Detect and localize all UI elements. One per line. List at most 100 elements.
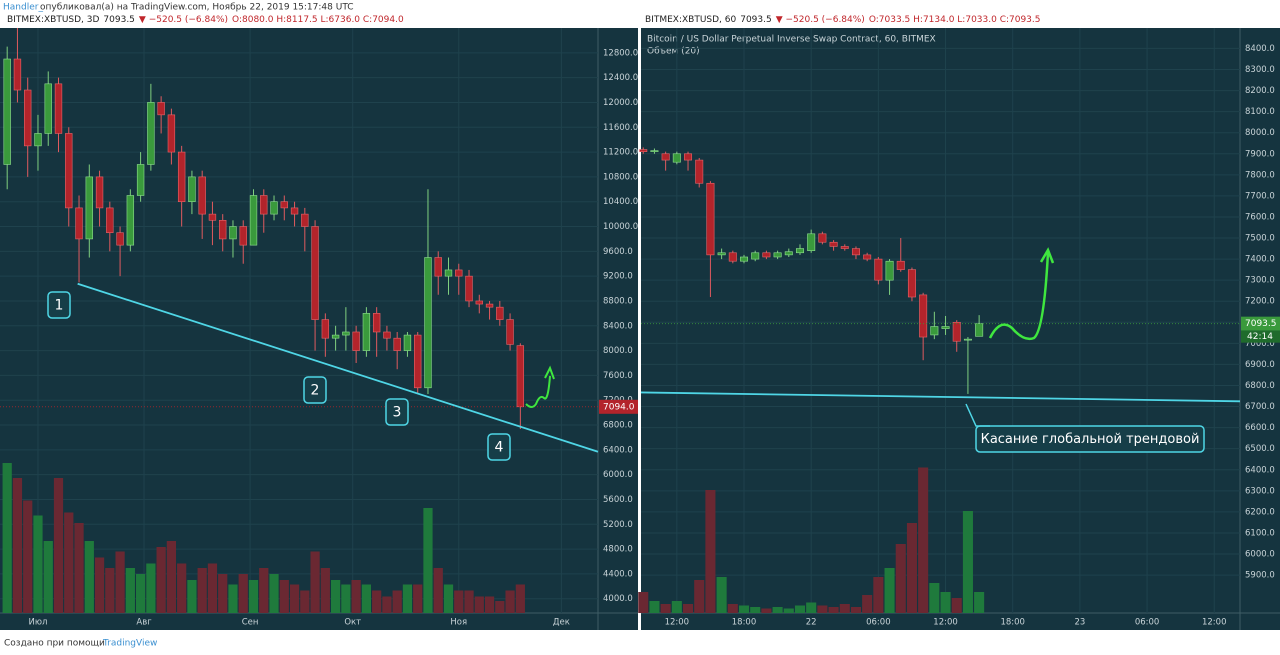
- candle-body: [963, 338, 972, 341]
- candle-body: [177, 151, 186, 203]
- candle-body: [342, 331, 350, 336]
- volume-bar: [105, 568, 115, 613]
- volume-bar: [484, 596, 495, 613]
- candle-body: [639, 149, 648, 152]
- candle-body: [874, 258, 883, 281]
- candle-body: [414, 334, 422, 389]
- volume-bar: [515, 584, 525, 613]
- y-tick-label: 7900.0: [1245, 149, 1275, 159]
- volume-bar: [382, 596, 392, 613]
- volume-bar: [259, 568, 269, 613]
- x-tick-label: Сен: [242, 618, 259, 628]
- candle-body: [383, 331, 391, 339]
- legend-change: ▼ −520.5 (−6.84%): [776, 15, 865, 25]
- candle-body: [807, 233, 816, 251]
- y-tick-label: 8800.0: [603, 296, 633, 306]
- candle-body: [840, 246, 849, 249]
- x-tick-label: 23: [1074, 618, 1085, 628]
- volume-bar: [84, 541, 94, 613]
- volume-bar: [64, 512, 74, 613]
- plot-bg: [0, 28, 638, 630]
- candle-body: [239, 226, 247, 246]
- candle-body: [885, 260, 894, 281]
- volume-bar: [351, 580, 361, 613]
- volume-bar: [464, 590, 474, 613]
- volume-bar: [238, 574, 248, 613]
- price-tag: [1241, 316, 1280, 331]
- x-tick-label: 22: [806, 618, 817, 628]
- y-tick-label: 4000.0: [603, 594, 633, 604]
- candle-body: [229, 226, 237, 240]
- candle-body: [54, 83, 63, 134]
- candle-body: [919, 294, 928, 338]
- volume-bar: [727, 604, 738, 613]
- y-tick-label: 5900.0: [1245, 571, 1275, 581]
- x-tick-label: Окт: [344, 618, 361, 628]
- y-tick-label: 5200.0: [603, 520, 633, 530]
- volume-bar: [929, 583, 940, 613]
- author[interactable]: Handler_: [3, 3, 43, 13]
- y-tick-label: 9200.0: [603, 272, 633, 282]
- volume-bar: [248, 580, 259, 613]
- y-tick-label: 7400.0: [1245, 255, 1275, 265]
- candle-body: [455, 269, 463, 277]
- volume-bar: [156, 547, 166, 613]
- y-tick-label: 7600.0: [1245, 212, 1275, 222]
- x-tick-label: 18:00: [732, 618, 757, 628]
- candle-body: [352, 331, 360, 351]
- annotation-box: [975, 425, 1205, 453]
- countdown-tag: [1241, 330, 1280, 343]
- candle-body: [506, 319, 514, 345]
- volume-bar: [454, 590, 464, 613]
- candle-body: [751, 252, 760, 260]
- y-tick-label: 8000.0: [603, 346, 633, 356]
- y-tick-label: 10000.0: [603, 222, 638, 232]
- volume-bar: [474, 596, 484, 613]
- annotation-pointer: [965, 403, 990, 427]
- footer-brand[interactable]: TradingView: [102, 639, 157, 649]
- volume-bar: [341, 584, 351, 613]
- y-tick-label: 6400.0: [603, 445, 633, 455]
- candle-body: [260, 195, 268, 215]
- volume-bar: [53, 478, 64, 613]
- x-tick-label: 12:00: [1202, 618, 1227, 628]
- candle-body: [85, 176, 93, 240]
- volume-bar: [320, 568, 330, 613]
- legend: BITMEX:XBTUSD, 60 7093.5 ▼ −520.5 (−6.84%)…: [645, 15, 1041, 25]
- y-tick-label: 8200.0: [1245, 86, 1275, 96]
- candle-body: [695, 159, 704, 184]
- y-tick-label: 5600.0: [603, 495, 633, 505]
- annotation: 4: [495, 440, 504, 456]
- candle-body: [198, 176, 206, 215]
- volume-bar: [23, 500, 33, 613]
- y-tick-label: 7500.0: [1245, 234, 1275, 244]
- candle-body: [270, 201, 278, 215]
- candle-body: [434, 257, 442, 277]
- volume-bar: [761, 608, 772, 613]
- chart-title: Bitcoin / US Dollar Perpetual Inverse Sw…: [647, 35, 936, 45]
- candle-body: [496, 306, 504, 320]
- volume-bar: [783, 608, 794, 613]
- volume-bar: [443, 584, 454, 613]
- volume-bar: [671, 601, 682, 613]
- legend-ohlc: O:7033.5 H:7134.0 L:7033.0 C:7093.5: [869, 15, 1041, 25]
- x-tick-label: 12:00: [665, 618, 690, 628]
- volume-bar: [74, 523, 84, 613]
- candle-body: [136, 164, 145, 196]
- y-tick-label: 6000.0: [1245, 550, 1275, 560]
- y-tick-label: 6200.0: [1245, 507, 1275, 517]
- candle-body: [475, 300, 483, 305]
- volume-bar: [962, 511, 973, 613]
- candle-body: [706, 182, 715, 256]
- y-tick-label: 6300.0: [1245, 486, 1275, 496]
- footer-text: Создано при помощи: [4, 639, 105, 649]
- legend-last: 7093.5: [103, 15, 135, 25]
- volume-bar: [850, 607, 862, 613]
- candle-body: [784, 251, 793, 256]
- candle-body: [126, 195, 135, 246]
- candle-body: [301, 213, 309, 227]
- volume-bar: [289, 584, 300, 613]
- chart-panel: BITMEX:XBTUSD, 60 7093.5 ▼ −520.5 (−6.84%)…: [638, 15, 1280, 630]
- volume-bar: [279, 580, 289, 613]
- volume-bar: [166, 541, 177, 613]
